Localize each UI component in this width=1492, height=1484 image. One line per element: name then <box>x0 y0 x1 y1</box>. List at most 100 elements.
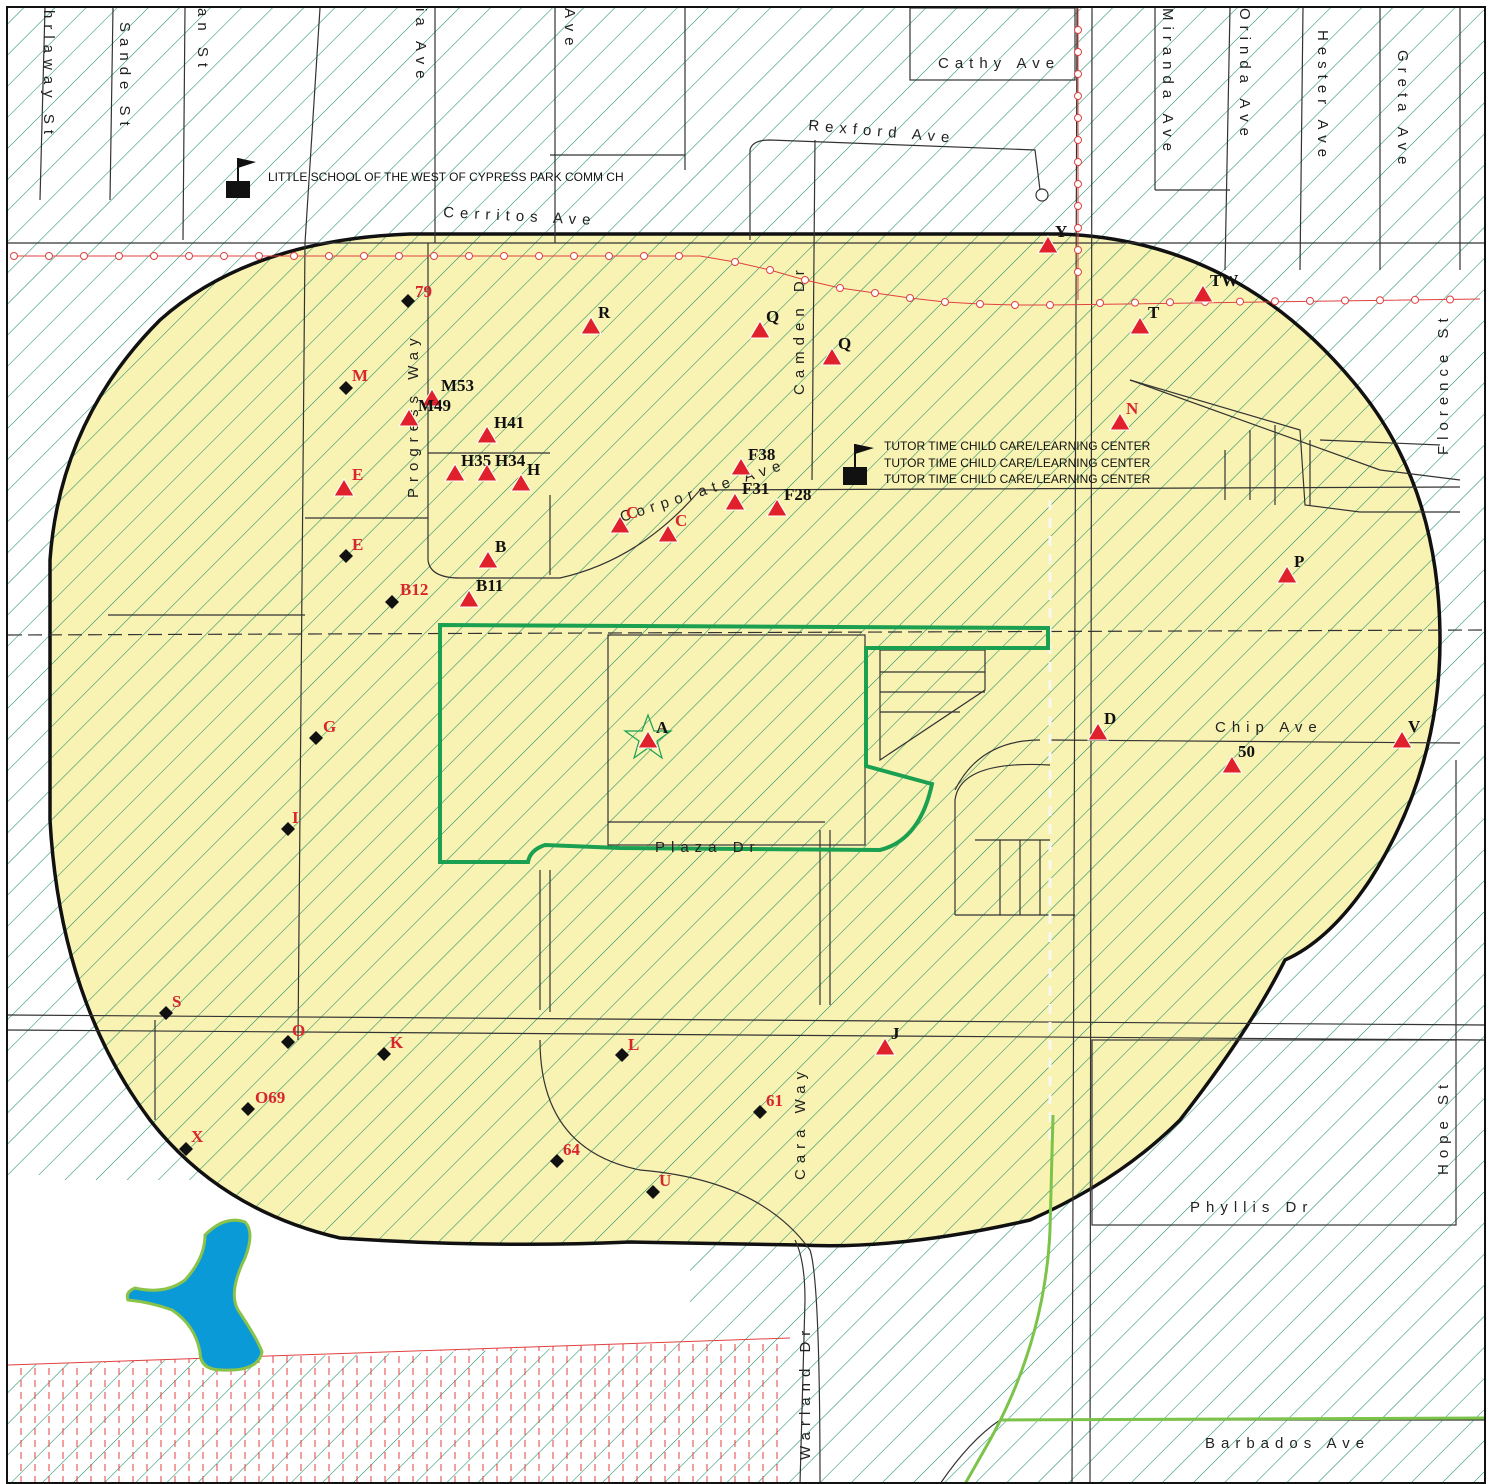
diamond-label-64: 64 <box>563 1140 581 1159</box>
triangle-marker-q-4[interactable] <box>749 320 771 339</box>
street-label-progress: Progress Way <box>405 332 422 498</box>
project-site-outline <box>438 622 1050 864</box>
triangle-marker-h41-8[interactable] <box>476 425 498 444</box>
street-label-camden: Camden Dr <box>791 264 808 395</box>
school-little-school[interactable]: LITTLE SCHOOL OF THE WEST OF CYPRESS PAR… <box>226 158 624 198</box>
triangle-label-50: 50 <box>1238 742 1255 761</box>
triangle-label-f38: F38 <box>748 445 775 464</box>
triangle-label-r: R <box>598 303 611 322</box>
diamond-label-61: 61 <box>766 1091 783 1110</box>
pond <box>125 1218 264 1372</box>
triangle-marker-c-16[interactable] <box>609 515 631 534</box>
triangle-marker-j-26[interactable] <box>874 1037 896 1056</box>
street-network <box>8 8 1484 1484</box>
street-label-florence: Florence St <box>1435 312 1452 455</box>
triangle-marker-c-17[interactable] <box>657 524 679 543</box>
street-label-orinda: Orinda Ave <box>1236 8 1253 142</box>
diamond-label-79: 79 <box>415 282 432 301</box>
street-label-cathy: Cathy Ave <box>938 55 1060 72</box>
street-label-hester: Hester Ave <box>1314 30 1331 163</box>
triangle-label-c: C <box>675 511 687 530</box>
triangle-marker-y-0[interactable] <box>1037 235 1059 254</box>
school-label-tutor-time-2: TUTOR TIME CHILD CARE/LEARNING CENTER <box>884 456 1151 470</box>
street-label-miranda: Miranda Ave <box>1159 8 1176 157</box>
triangle-label-c: C <box>626 503 638 522</box>
triangle-label-b11: B11 <box>476 576 503 595</box>
street-label-chip: Chip Ave <box>1215 719 1323 736</box>
triangle-label-n: N <box>1126 399 1139 418</box>
diamond-marker-s-6[interactable] <box>159 1006 173 1020</box>
school-label-tutor-time-1: TUTOR TIME CHILD CARE/LEARNING CENTER <box>884 439 1151 453</box>
diamond-marker-m-1[interactable] <box>339 381 353 395</box>
triangle-label-m49: M49 <box>418 396 451 415</box>
street-label-an-st: an St <box>194 8 211 73</box>
diamond-label-g: G <box>323 717 336 736</box>
triangle-marker-h-11[interactable] <box>510 473 532 492</box>
diamond-marker-61-11[interactable] <box>753 1105 767 1119</box>
street-label-hope: Hope St <box>1435 1079 1452 1175</box>
triangle-label-f31: F31 <box>742 479 769 498</box>
street-label-greta: Greta Ave <box>1394 50 1411 170</box>
triangle-label-b: B <box>495 537 506 556</box>
triangle-marker-m49-7[interactable] <box>398 408 420 427</box>
street-label-top-ave: Ave <box>561 8 578 52</box>
street-label-plaza: Plaza Dr <box>655 839 761 856</box>
diamond-marker-64-13[interactable] <box>550 1154 564 1168</box>
diamond-marker-l-9[interactable] <box>615 1048 629 1062</box>
triangle-marker-e-12[interactable] <box>333 478 355 497</box>
diamond-marker-79-0[interactable] <box>401 294 415 308</box>
triangle-marker-f31-14[interactable] <box>724 492 746 511</box>
triangle-marker-b11-19[interactable] <box>458 589 480 608</box>
triangle-marker-b-18[interactable] <box>477 550 499 569</box>
diamond-label-o: O <box>292 1021 305 1040</box>
diamond-label-x: X <box>191 1127 204 1146</box>
triangle-marker-v-24[interactable] <box>1391 730 1413 749</box>
triangle-marker-t-2[interactable] <box>1129 316 1151 335</box>
diamond-label-s: S <box>172 992 181 1011</box>
triangle-label-q: Q <box>766 307 779 326</box>
triangle-marker-f38-13[interactable] <box>730 457 752 476</box>
triangle-label-f28: F28 <box>784 485 811 504</box>
triangle-marker-m53-6[interactable] <box>421 388 443 407</box>
triangle-label-p: P <box>1294 552 1304 571</box>
triangle-marker-50-25[interactable] <box>1221 755 1243 774</box>
diamond-marker-b12-3[interactable] <box>385 595 399 609</box>
street-label-phyllis: Phyllis Dr <box>1190 1199 1313 1216</box>
triangle-marker-d-23[interactable] <box>1087 722 1109 741</box>
triangle-marker-h34-10[interactable] <box>476 463 498 482</box>
triangle-marker-p-21[interactable] <box>1276 565 1298 584</box>
diamond-marker-i-5[interactable] <box>281 822 295 836</box>
school-tutor-time[interactable]: TUTOR TIME CHILD CARE/LEARNING CENTER TU… <box>843 439 1151 486</box>
street-label-ia-ave: ia Ave <box>412 8 429 85</box>
triangle-marker-f28-15[interactable] <box>766 498 788 517</box>
diamond-marker-o69-10[interactable] <box>241 1102 255 1116</box>
diamond-label-i: I <box>292 808 299 827</box>
diamond-marker-x-12[interactable] <box>179 1142 193 1156</box>
diamond-label-m: M <box>352 366 368 385</box>
diamond-marker-g-4[interactable] <box>309 731 323 745</box>
diamond-marker-u-14[interactable] <box>646 1185 660 1199</box>
triangle-marker-q-5[interactable] <box>821 347 843 366</box>
street-label-sande: Sande St <box>116 22 133 132</box>
diamond-marker-e-2[interactable] <box>339 549 353 563</box>
triangle-marker-r-3[interactable] <box>580 316 602 335</box>
triangle-label-t: T <box>1148 303 1160 322</box>
triangle-label-h34: H34 <box>495 451 526 470</box>
triangle-label-m53: M53 <box>441 376 474 395</box>
street-label-cara: Cara Way <box>792 1066 809 1180</box>
triangle-label-d: D <box>1104 709 1116 728</box>
street-label-barbados: Barbados Ave <box>1205 1435 1370 1452</box>
diamond-label-u: U <box>659 1171 671 1190</box>
triangle-marker-tw-1[interactable] <box>1192 284 1214 303</box>
triangle-marker-h35-9[interactable] <box>444 463 466 482</box>
diamond-marker-o-7[interactable] <box>281 1035 295 1049</box>
triangle-label-y: Y <box>1055 222 1067 241</box>
diamond-marker-k-8[interactable] <box>377 1047 391 1061</box>
triangle-label-a: A <box>656 718 669 737</box>
triangle-marker-a-22[interactable] <box>637 730 659 749</box>
utility-line <box>10 8 1481 309</box>
railroad-line <box>8 629 1484 636</box>
triangle-marker-n-20[interactable] <box>1109 412 1131 431</box>
